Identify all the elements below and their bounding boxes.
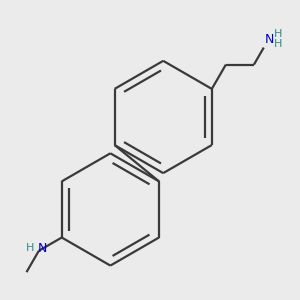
Text: H: H bbox=[274, 29, 282, 39]
Text: H: H bbox=[26, 243, 34, 253]
Text: H: H bbox=[274, 39, 282, 49]
Text: N: N bbox=[38, 242, 48, 255]
Text: N: N bbox=[264, 33, 274, 46]
